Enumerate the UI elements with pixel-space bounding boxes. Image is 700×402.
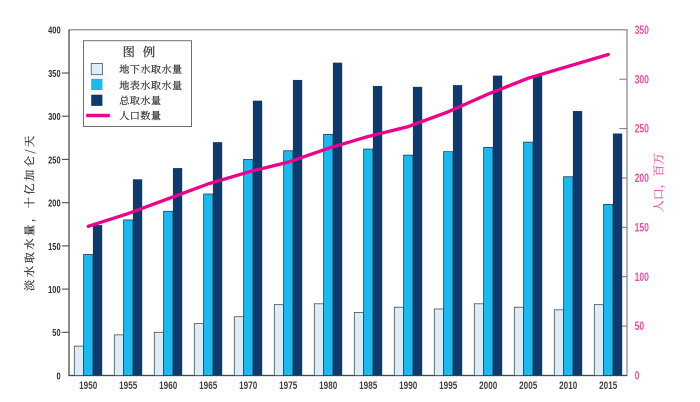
svg-text:350: 350: [635, 25, 650, 37]
svg-text:150: 150: [635, 222, 650, 234]
svg-text:100: 100: [635, 272, 650, 284]
svg-text:1955: 1955: [119, 380, 138, 393]
svg-text:1990: 1990: [399, 380, 418, 393]
svg-text:0: 0: [635, 371, 640, 383]
svg-text:200: 200: [635, 173, 650, 185]
svg-text:1950: 1950: [79, 380, 98, 393]
svg-text:2010: 2010: [559, 380, 578, 393]
svg-text:2000: 2000: [479, 380, 498, 393]
svg-text:250: 250: [635, 124, 650, 136]
svg-text:1995: 1995: [439, 380, 458, 393]
svg-text:2005: 2005: [519, 380, 538, 393]
svg-text:1975: 1975: [279, 380, 298, 393]
svg-text:400: 400: [48, 24, 60, 36]
svg-text:50: 50: [635, 321, 645, 333]
svg-text:1960: 1960: [159, 380, 178, 393]
svg-text:50: 50: [52, 327, 60, 339]
svg-text:300: 300: [635, 74, 650, 86]
svg-text:1985: 1985: [359, 380, 378, 393]
svg-text:1965: 1965: [199, 380, 218, 393]
svg-text:350: 350: [48, 68, 60, 80]
svg-text:1970: 1970: [239, 380, 258, 393]
svg-text:150: 150: [48, 241, 60, 253]
svg-text:0: 0: [56, 370, 60, 382]
svg-text:300: 300: [48, 111, 60, 123]
svg-text:100: 100: [48, 284, 60, 296]
svg-text:2015: 2015: [599, 380, 618, 393]
svg-text:250: 250: [48, 154, 60, 166]
svg-text:200: 200: [48, 197, 60, 209]
svg-text:1980: 1980: [319, 380, 338, 393]
